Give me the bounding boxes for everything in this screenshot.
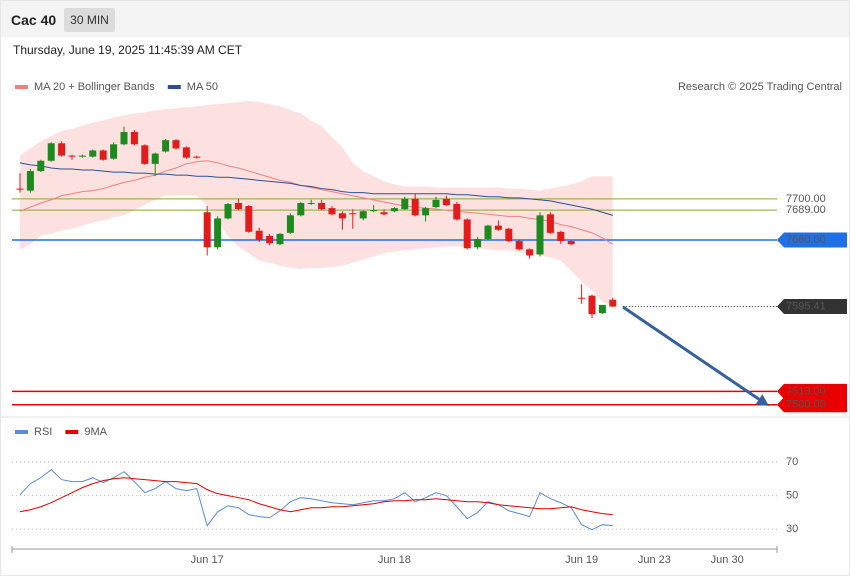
price-label: 7500.00	[786, 399, 826, 411]
candle-body	[47, 143, 55, 161]
legend-swatch	[65, 430, 79, 434]
series-line	[19, 469, 613, 531]
candle-body	[526, 249, 534, 256]
candle-body	[318, 202, 326, 210]
candle-body	[349, 213, 357, 215]
y-tick-label: 50	[786, 490, 798, 502]
candle-body	[515, 241, 523, 250]
candle-body	[130, 131, 138, 145]
candle-body	[255, 230, 263, 241]
candle-body	[422, 208, 430, 216]
source-note: Research © 2025 Trading Central	[678, 81, 842, 93]
plot-layer: Jun 17 Jun 18 Jun 19 Jun 23 Jun 30 7700.00768…	[12, 81, 847, 566]
candle-body	[359, 211, 367, 219]
x-tick-label: Jun 19	[565, 554, 598, 566]
y-tick-label: 30	[786, 523, 798, 535]
candle-body	[401, 198, 409, 210]
candle-body	[26, 171, 34, 191]
price-badge	[777, 232, 847, 248]
candle-body	[370, 210, 378, 212]
candle-body	[245, 206, 253, 232]
candle-body	[598, 304, 606, 314]
candle-body	[536, 215, 544, 255]
candle-body	[234, 202, 242, 210]
price-label: 7689.00	[786, 204, 826, 216]
price-label: 7595.41	[786, 300, 826, 312]
bollinger-band	[20, 101, 613, 306]
x-tick-label: Jun 18	[378, 554, 411, 566]
candle-body	[151, 153, 159, 164]
candle-body	[182, 147, 190, 158]
candle-body	[453, 204, 461, 220]
price-label: 7660.00	[786, 234, 826, 246]
y-tick-label: 70	[786, 456, 798, 468]
price-badge	[777, 299, 847, 315]
candle-body	[338, 213, 346, 219]
candle-body	[609, 299, 617, 307]
candle-body	[266, 235, 274, 244]
candle-body	[162, 140, 170, 152]
candle-body	[193, 156, 201, 158]
legend-swatch	[167, 85, 181, 89]
candle-body	[474, 239, 482, 248]
candle-body	[578, 297, 586, 299]
candle-body	[505, 228, 513, 242]
candle-body	[380, 212, 388, 215]
candle-body	[567, 241, 575, 245]
candle-body	[494, 225, 502, 230]
x-tick-label: Jun 30	[711, 554, 744, 566]
series-line	[19, 162, 613, 216]
legend-swatch	[15, 430, 28, 434]
candle-body	[484, 225, 492, 240]
candle-body	[203, 212, 211, 248]
price-badge	[777, 397, 847, 413]
candle-body	[99, 150, 107, 160]
candle-body	[463, 219, 471, 249]
x-tick-label: Jun 17	[191, 554, 224, 566]
legend-label: RSI	[34, 426, 52, 438]
candle-body	[557, 231, 565, 242]
legend-swatch	[15, 85, 28, 89]
symbol: Cac 40	[11, 12, 57, 28]
candle-body	[328, 208, 336, 215]
candle-body	[16, 188, 24, 190]
candle-body	[141, 145, 149, 164]
candle-body	[224, 204, 232, 219]
candle-body	[78, 155, 86, 157]
candle-body	[307, 202, 315, 205]
forecast-arrowhead	[755, 394, 769, 406]
price-label: 7513.00	[786, 385, 826, 397]
candle-body	[432, 199, 440, 208]
candle-body	[390, 208, 398, 212]
candle-body	[297, 202, 305, 216]
price-label: 7700.00	[786, 193, 826, 205]
series-line	[19, 160, 614, 245]
candle-body	[110, 144, 118, 159]
candle-body	[89, 150, 97, 157]
candle-body	[172, 140, 180, 149]
timestamp: Thursday, June 19, 2025 11:45:39 AM CET	[13, 43, 243, 57]
candle-body	[214, 218, 222, 248]
candle-body	[411, 198, 419, 216]
candle-body	[120, 131, 128, 145]
header: Cac 40 30 MIN	[1, 1, 849, 37]
legend-label: MA 20 + Bollinger Bands	[34, 81, 155, 93]
candle-body	[286, 215, 294, 233]
price-badge	[777, 383, 847, 399]
candle-body	[58, 143, 66, 156]
candle-body	[276, 233, 284, 245]
forecast-arrow	[622, 305, 760, 401]
candle-body	[68, 155, 76, 157]
candle-body	[37, 160, 45, 172]
series-line	[19, 477, 613, 516]
x-tick-label: Jun 23	[638, 554, 671, 566]
candle-body	[442, 198, 450, 206]
legend-label: 9MA	[84, 426, 107, 438]
interval-button[interactable]: 30 MIN	[64, 8, 115, 32]
candle-body	[588, 295, 596, 315]
candle-body	[546, 214, 554, 233]
legend-label: MA 50	[187, 81, 218, 93]
